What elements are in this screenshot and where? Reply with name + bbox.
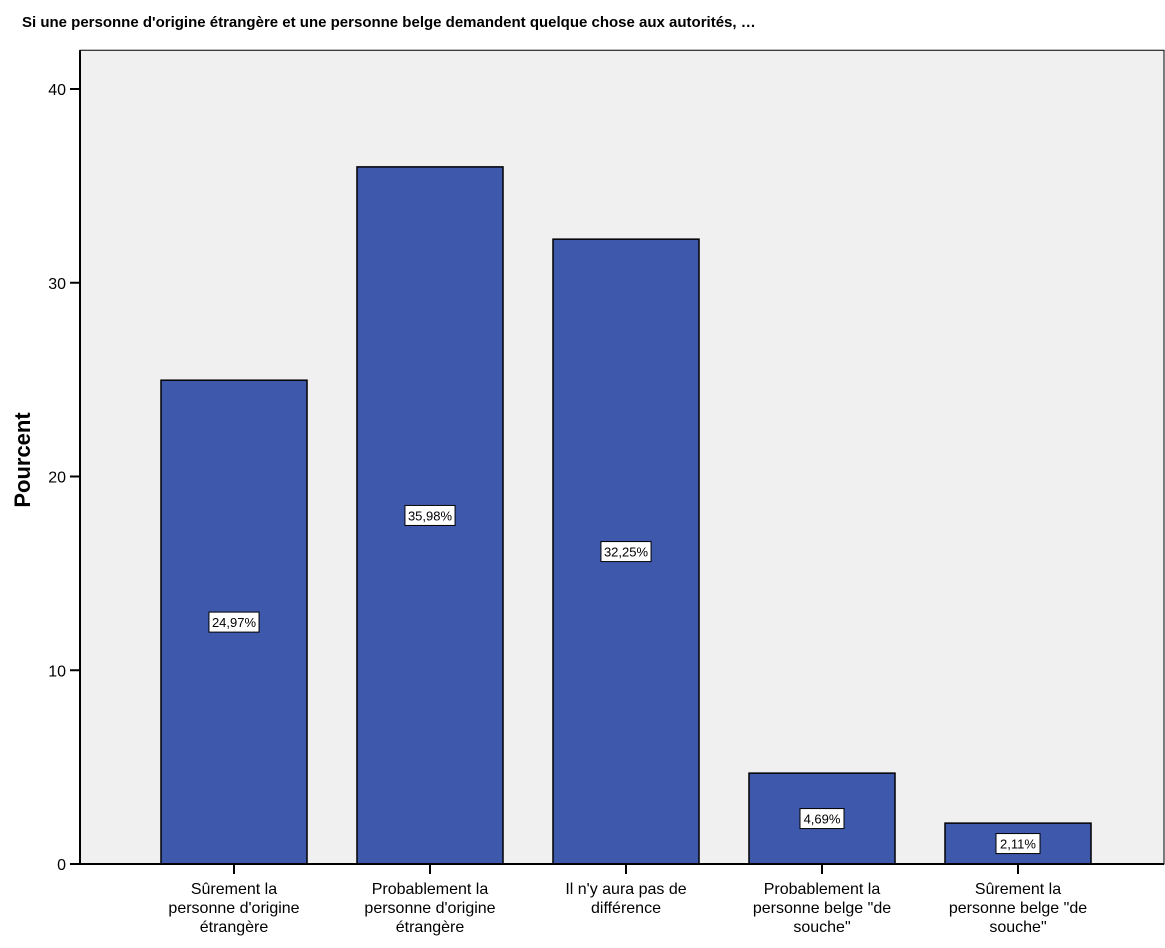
x-tick-label-line: étrangère	[200, 919, 269, 936]
axes-layer: 0 10 20 30 40 Sûrement la personne d'origine ét…	[48, 50, 1164, 936]
y-tick-label-0: 0	[57, 857, 66, 874]
x-tick-label-2: Probablement la personne d'origine étrangè…	[364, 881, 495, 936]
data-label-text-3: 32,25%	[604, 545, 649, 560]
x-tick-label-line: étrangère	[396, 919, 465, 936]
data-label-text-1: 24,97%	[212, 615, 257, 630]
data-label-box-3	[600, 541, 652, 563]
y-tick-label-40: 40	[48, 82, 66, 99]
x-tick-label-line: Il n'y aura pas de	[565, 881, 686, 898]
y-tick-label-20: 20	[48, 470, 66, 487]
x-tick-label-line: personne d'origine	[168, 900, 299, 917]
y-axis-title: Pourcent	[10, 412, 35, 508]
x-tick-label-line: différence	[591, 900, 661, 917]
data-label-box-2	[404, 504, 456, 526]
x-tick-label-3: Il n'y aura pas de différence	[565, 881, 686, 917]
y-tick-label-30: 30	[48, 276, 66, 293]
data-label-5: 2,11%	[995, 833, 1041, 855]
data-label-box-4	[799, 808, 845, 830]
data-label-1: 24,97%	[208, 611, 260, 633]
x-tick-label-line: personne belge "de	[949, 900, 1087, 917]
chart-title: Si une personne d'origine étrangère et u…	[22, 14, 756, 31]
x-tick-label-4: Probablement la personne belge "de souche"	[753, 881, 891, 936]
data-label-text-2: 35,98%	[408, 508, 453, 523]
data-labels-layer: 24,97% 35,98% 32,25% 4,69% 2,11%	[208, 504, 1041, 855]
x-tick-label-5: Sûrement la personne belge "de souche"	[949, 881, 1087, 936]
data-label-2: 35,98%	[404, 504, 456, 526]
x-tick-label-line: Probablement la	[372, 881, 489, 898]
x-tick-label-line: Probablement la	[764, 881, 881, 898]
data-label-4: 4,69%	[799, 808, 845, 830]
bars-layer	[160, 166, 1092, 865]
x-tick-label-1: Sûrement la personne d'origine étrangère	[168, 881, 299, 936]
data-label-box-1	[208, 611, 260, 633]
x-tick-label-line: Sûrement la	[191, 881, 277, 898]
x-tick-label-line: souche"	[989, 919, 1046, 936]
data-label-text-5: 2,11%	[1000, 837, 1036, 852]
x-tick-label-line: Sûrement la	[975, 881, 1061, 898]
y-tick-label-10: 10	[48, 663, 66, 680]
data-label-3: 32,25%	[600, 541, 652, 563]
x-tick-label-line: personne d'origine	[364, 900, 495, 917]
x-tick-label-line: souche"	[793, 919, 850, 936]
data-label-text-4: 4,69%	[804, 812, 841, 827]
data-label-box-5	[995, 833, 1041, 855]
x-tick-label-line: personne belge "de	[753, 900, 891, 917]
